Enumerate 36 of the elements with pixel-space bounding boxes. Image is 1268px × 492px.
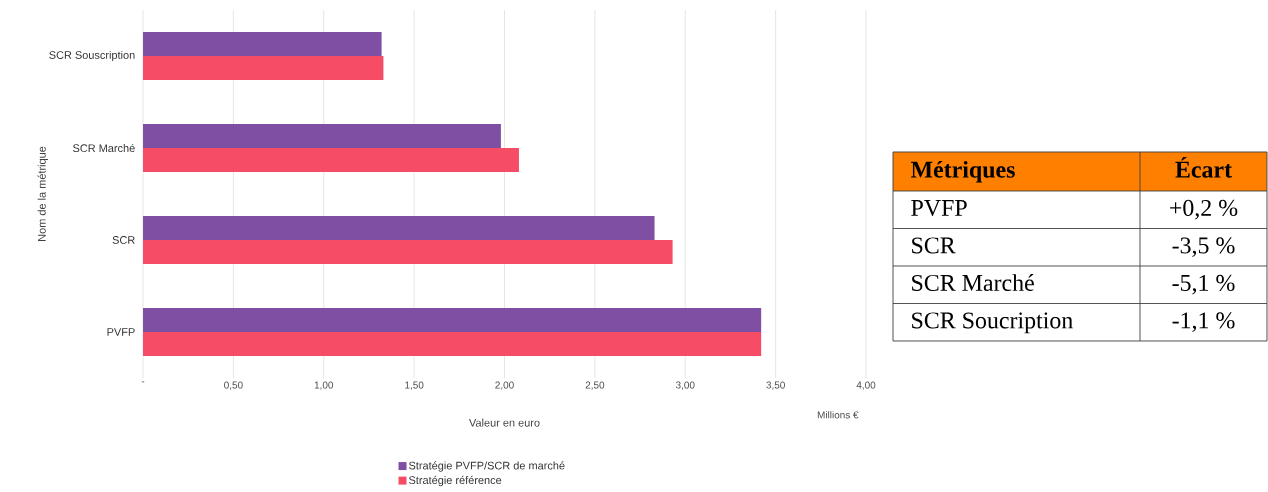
x-tick-label: 1,00 xyxy=(314,381,334,390)
category-label: SCR Marché xyxy=(912,274,1034,291)
bar xyxy=(143,31,382,56)
x-tick-label: 2,50 xyxy=(585,381,605,390)
y-tick-label: PVFP xyxy=(107,328,135,336)
text: Écart xyxy=(1175,156,1232,178)
bar xyxy=(143,123,501,148)
text: -5,1 % xyxy=(1172,274,1235,295)
x-tick-label: 3,50 xyxy=(766,381,785,390)
x-tick-label: 3,00 xyxy=(675,381,695,390)
text: -3,5 % xyxy=(1172,237,1235,257)
text: Millions € xyxy=(817,411,859,419)
x-tick-label: 1,50 xyxy=(405,381,424,390)
bar xyxy=(143,239,673,264)
bar xyxy=(143,331,762,356)
text: Métriques xyxy=(910,160,1015,183)
bar xyxy=(143,55,384,80)
y-tick-label: SCR Marché xyxy=(73,143,135,153)
bar xyxy=(143,307,762,332)
category-label: PVFP xyxy=(911,200,967,217)
x-tick-label: 2,00 xyxy=(495,381,514,390)
legend-label: Stratégie PVFP/SCR de marché xyxy=(409,461,565,472)
x-tick-label: - xyxy=(141,381,145,383)
category-label: SCR Soucription xyxy=(912,312,1073,334)
x-axis-title: Valeur en euro xyxy=(469,418,540,427)
x-tick-label: 4,00 xyxy=(856,381,876,390)
text: -1,1 % xyxy=(1172,312,1235,332)
x-tick-label: 0,50 xyxy=(224,381,243,390)
text: +0,2 % xyxy=(1170,199,1238,220)
legend-label: Stratégie référence xyxy=(409,475,502,487)
y-axis-title: Nom de la métrique xyxy=(37,146,48,241)
bar xyxy=(143,147,519,172)
bar xyxy=(143,215,655,240)
category-label: SCR xyxy=(912,237,956,254)
y-tick-label: SCR xyxy=(112,236,135,244)
y-tick-label: SCR Souscription xyxy=(49,50,135,62)
